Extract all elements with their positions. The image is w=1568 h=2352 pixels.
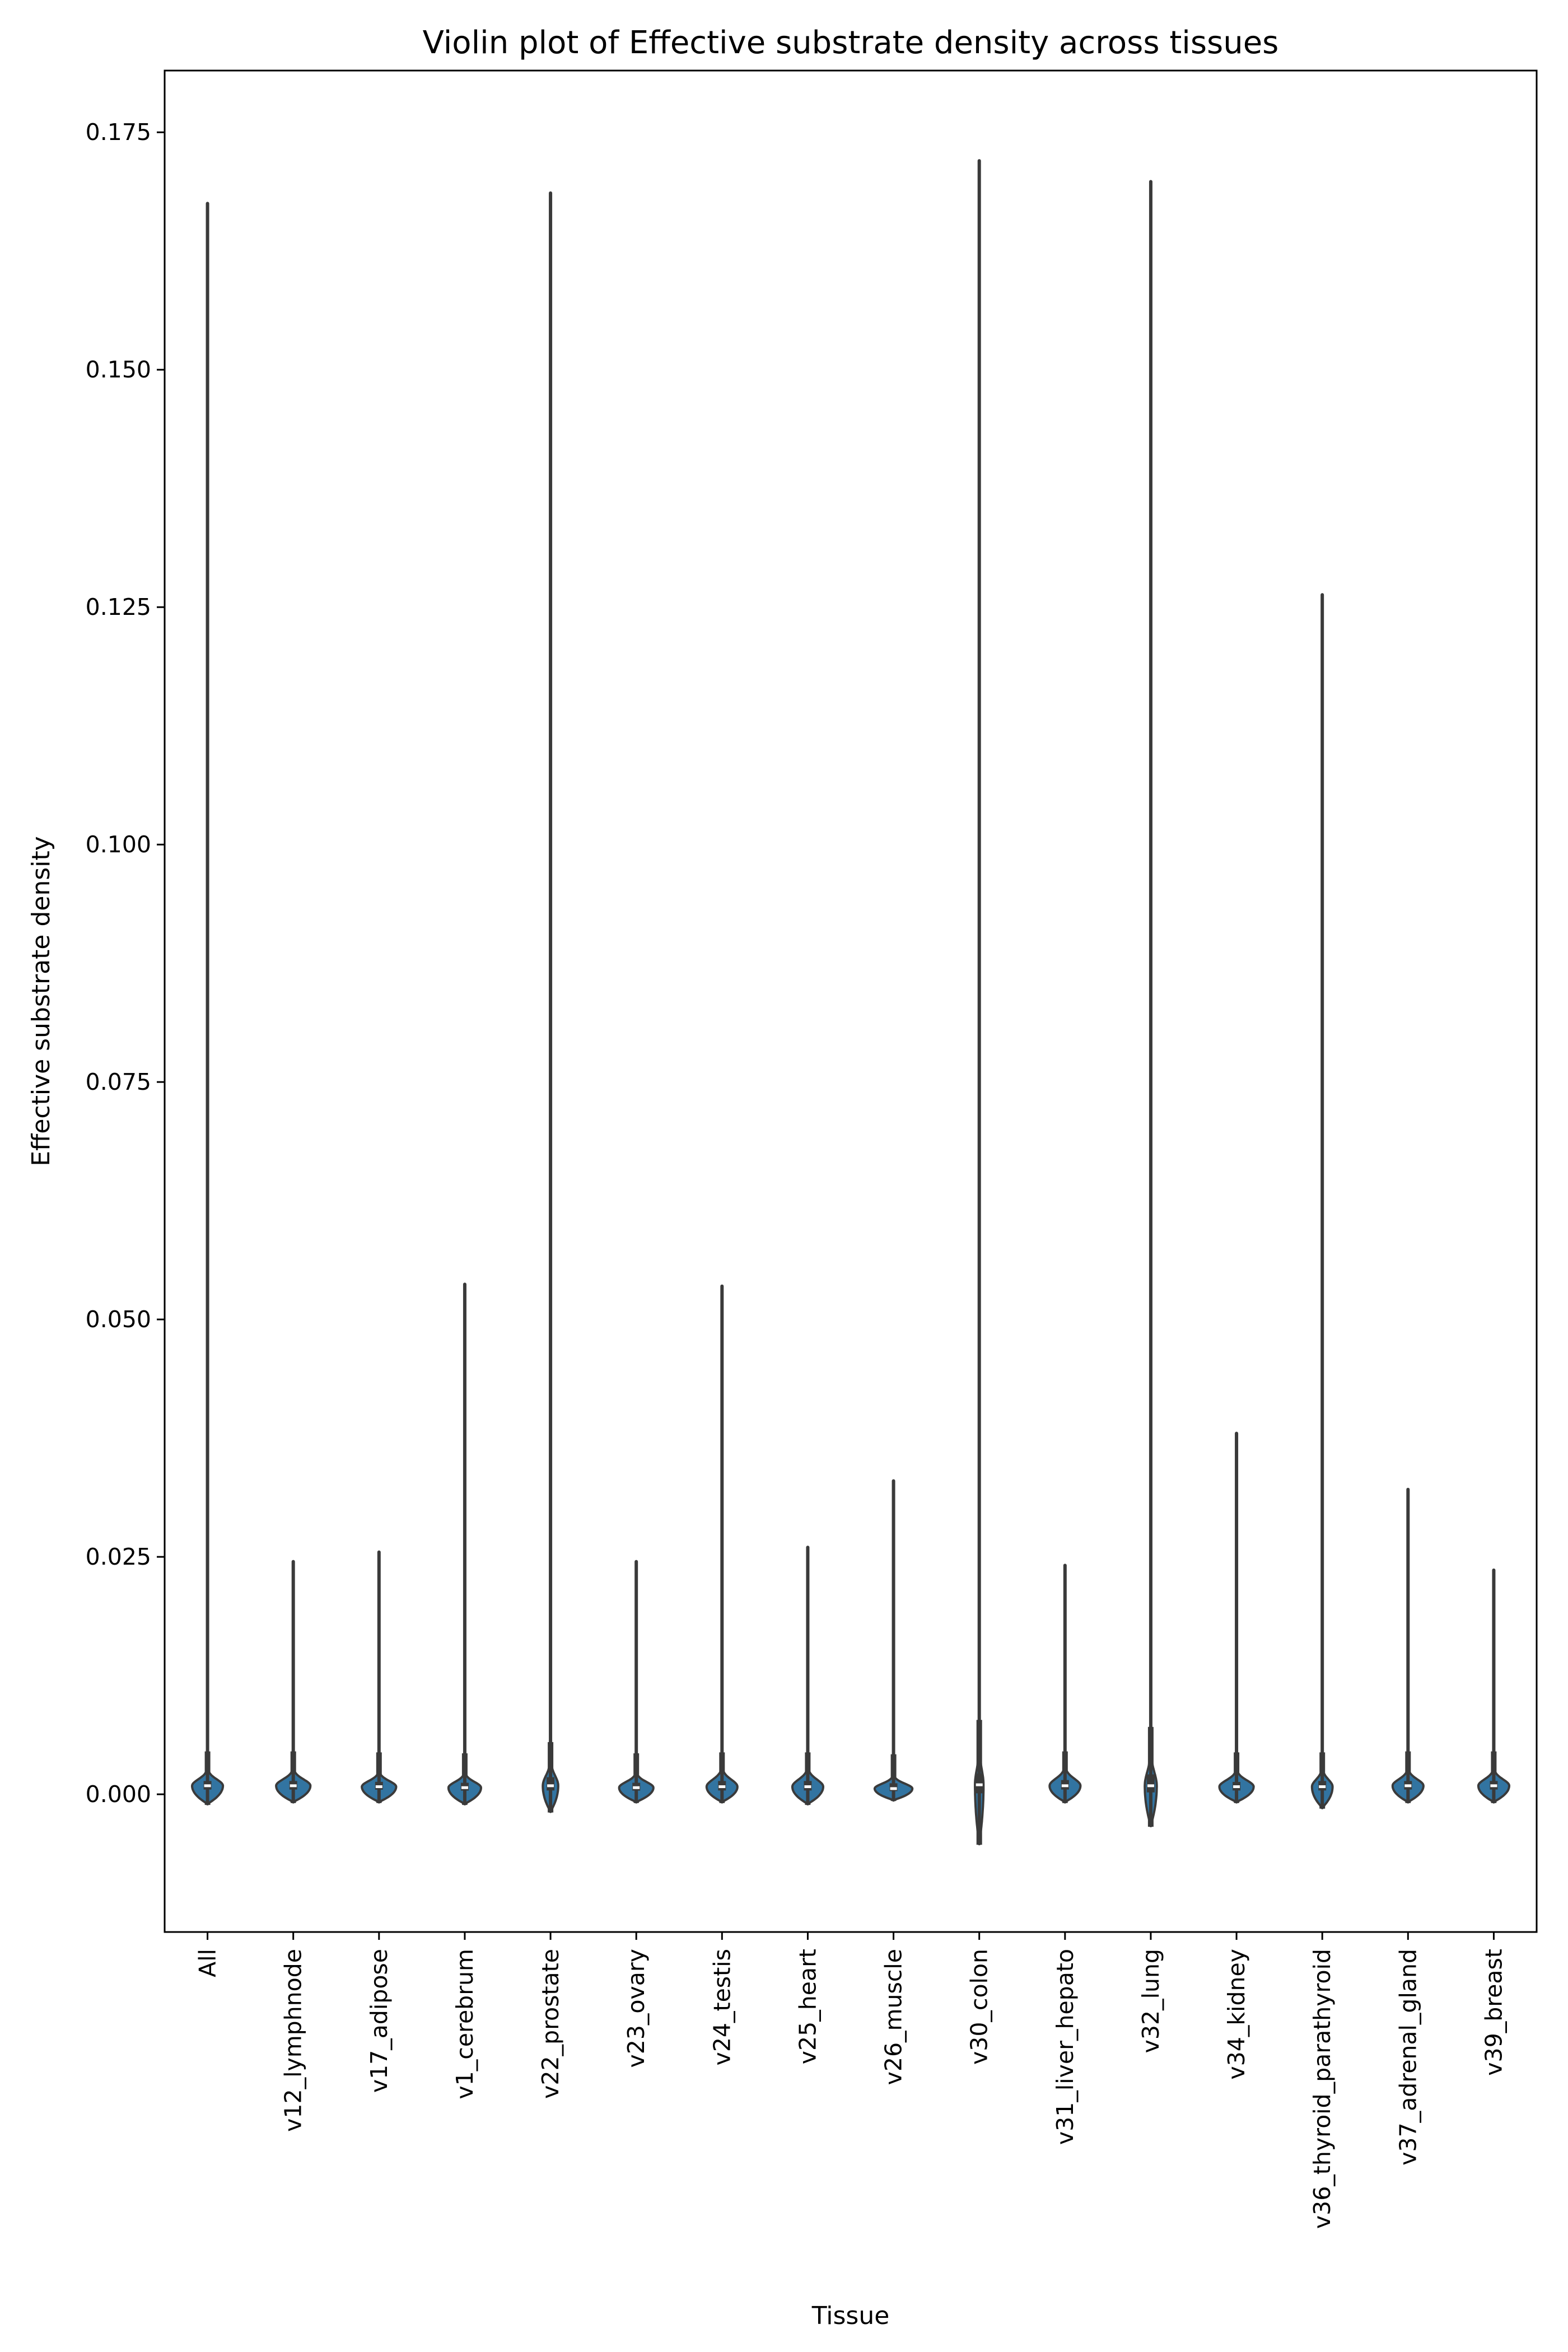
- violin-v34_kidney: [1218, 1431, 1255, 1804]
- y-tick-label: 0.025: [86, 1543, 151, 1570]
- y-axis: 0.000 0.025 0.050 0.075 0.100 0.125 0.150 0.175: [86, 119, 165, 1808]
- y-tick-label: 0.125: [86, 594, 151, 620]
- x-tick-label: v36_thyroid_parathyroid: [1309, 1949, 1336, 2229]
- violin-iqr-box: [975, 1773, 983, 1794]
- x-tick-label: v25_heart: [794, 1949, 821, 2064]
- violin-v36_thyroid_parathyroid: [1310, 593, 1334, 1809]
- x-tick-label: v31_liver_hepato: [1052, 1949, 1079, 2145]
- y-tick-label: 0.175: [86, 119, 151, 146]
- x-tick-label: v22_prostate: [537, 1949, 564, 2099]
- violin-v30_colon: [974, 159, 985, 1846]
- x-tick-label: v12_lymphnode: [280, 1949, 307, 2132]
- y-axis-label: Effective substrate density: [27, 836, 55, 1166]
- x-tick-label: v17_adipose: [366, 1949, 393, 2093]
- x-tick-label: v39_breast: [1480, 1949, 1507, 2076]
- x-tick-label: v37_adrenal_gland: [1394, 1949, 1421, 2166]
- violin-v23_ovary: [618, 1560, 655, 1804]
- y-tick-label: 0.000: [86, 1781, 151, 1808]
- violin-v37_adrenal_gland: [1391, 1487, 1425, 1804]
- violin-v39_breast: [1477, 1568, 1511, 1804]
- violin-v25_heart: [791, 1546, 825, 1806]
- violin-v17_adipose: [361, 1550, 398, 1804]
- x-tick-label: v23_ovary: [623, 1949, 650, 2068]
- violin-v31_liver_hepato: [1048, 1564, 1082, 1804]
- y-tick-label: 0.050: [86, 1306, 151, 1333]
- violin-v22_prostate: [542, 191, 559, 1813]
- plot-frame: [164, 69, 1538, 1933]
- chart-title: Violin plot of Effective substrate densi…: [423, 25, 1279, 61]
- violin-v12_lymphnode: [275, 1560, 312, 1804]
- y-tick-label: 0.100: [86, 831, 151, 858]
- x-tick-label: v1_cerebrum: [451, 1949, 478, 2099]
- x-tick-label: v24_testis: [708, 1949, 735, 2065]
- violin-v24_testis: [705, 1284, 739, 1804]
- y-tick-label: 0.150: [86, 356, 151, 383]
- violin-All: [190, 202, 225, 1806]
- x-tick-label: v26_muscle: [880, 1949, 907, 2085]
- x-tick-label: v32_lung: [1137, 1949, 1164, 2053]
- violin-iqr-box: [1146, 1774, 1155, 1793]
- violin-iqr-box: [547, 1777, 555, 1791]
- x-tick-label: v30_colon: [966, 1949, 993, 2065]
- violin-v26_muscle: [873, 1479, 914, 1802]
- y-tick-label: 0.075: [86, 1068, 151, 1095]
- x-tick-label: v34_kidney: [1223, 1949, 1250, 2080]
- x-axis-label: Tissue: [811, 2302, 890, 2330]
- violin-v32_lung: [1144, 180, 1158, 1828]
- violin-group: [190, 159, 1511, 1846]
- x-axis: All v12_lymphnode v17_adipose v1_cerebrum v2…: [194, 1932, 1507, 2229]
- violin-v1_cerebrum: [447, 1282, 483, 1806]
- x-tick-label: All: [194, 1949, 221, 1977]
